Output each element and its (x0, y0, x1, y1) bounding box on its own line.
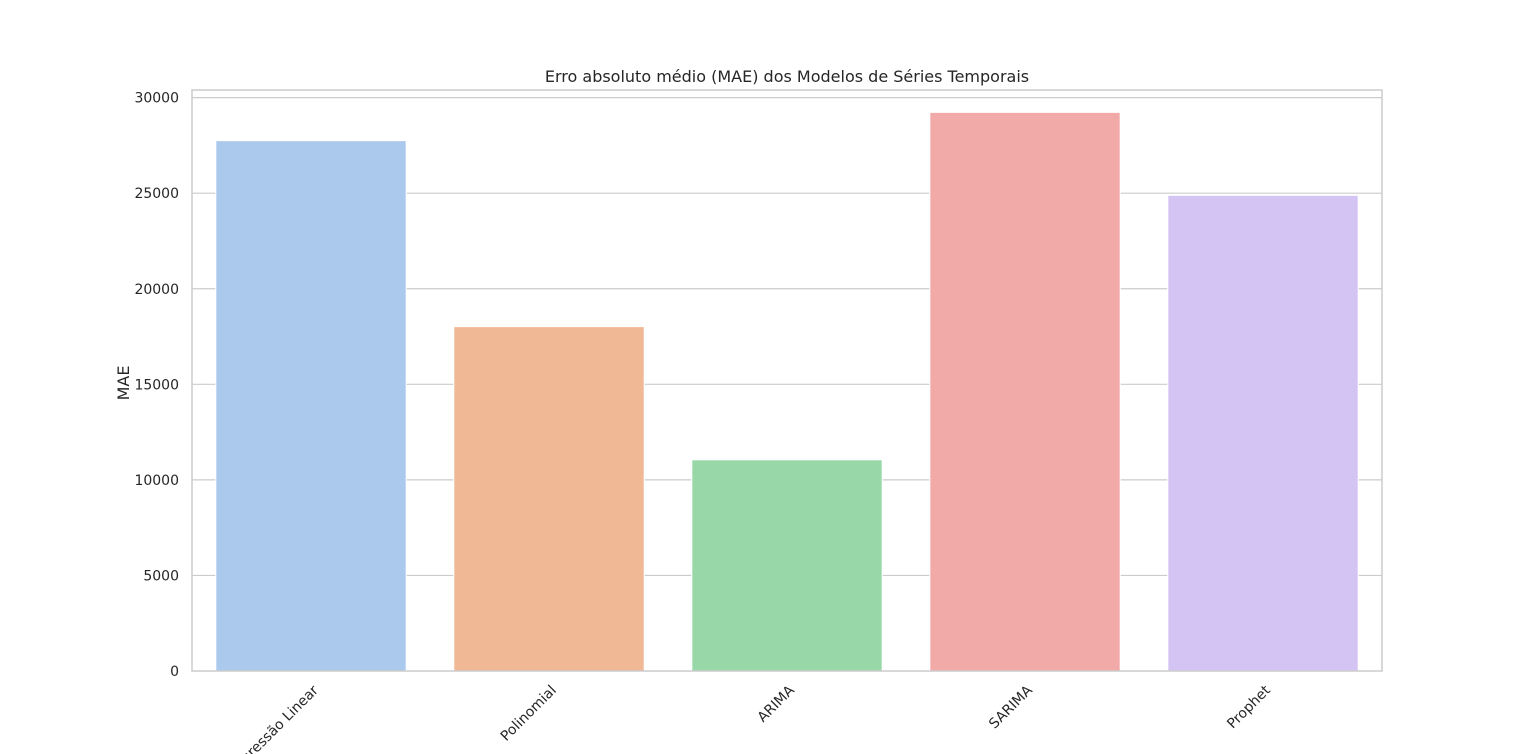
y-tick-label: 0 (170, 664, 179, 680)
y-tick-label: 15000 (134, 377, 179, 393)
x-tick-label: Regressão Linear (225, 682, 322, 754)
y-tick-label: 25000 (134, 186, 179, 202)
bar-polinomial (453, 326, 645, 672)
y-tick-labels: 0 5000 10000 15000 20000 25000 30000 (134, 91, 179, 680)
bar-prophet (1167, 194, 1359, 672)
bar-sarima (929, 111, 1121, 672)
x-tick-labels: Regressão Linear Polinomial ARIMA SARIMA Pro… (225, 682, 1274, 754)
y-tick-label: 30000 (134, 91, 179, 107)
y-tick-label: 5000 (143, 568, 179, 584)
bars (215, 111, 1359, 672)
y-tick-label: 10000 (134, 473, 179, 489)
bar-arima (691, 459, 883, 672)
y-tick-label: 20000 (134, 282, 179, 298)
bar-regress-o-linear (215, 140, 407, 672)
chart-title: Erro absoluto médio (MAE) dos Modelos de… (545, 67, 1029, 86)
x-tick-label: ARIMA (755, 682, 798, 725)
plot-frame (191, 89, 1383, 672)
x-tick-label: Prophet (1224, 682, 1274, 732)
y-axis-label: MAE (114, 366, 133, 401)
x-tick-label: Polinomial (498, 683, 560, 745)
x-tick-label: SARIMA (986, 682, 1036, 732)
